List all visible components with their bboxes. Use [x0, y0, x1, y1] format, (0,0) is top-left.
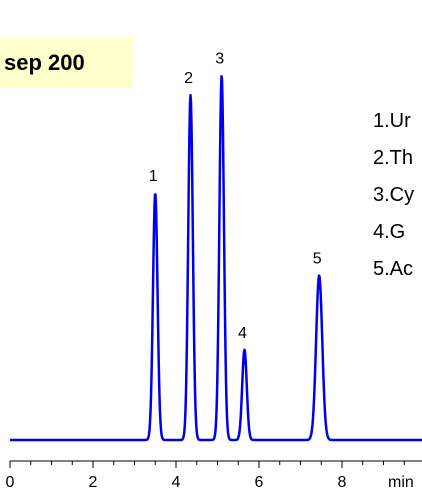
column-badge: sep 200 [0, 38, 134, 88]
legend-item-4: 4.G [373, 221, 406, 243]
peak-label-1: 1 [149, 168, 158, 185]
legend-item-5: 5.Ac [373, 258, 414, 280]
x-axis: 0 2 4 6 8 min [6, 460, 422, 491]
legend-item-1: 1.Ur [373, 110, 411, 132]
chromatogram-trace [9, 74, 422, 442]
x-tick-label: 4 [172, 474, 181, 491]
x-tick-label: 0 [6, 474, 15, 491]
legend-item-2: 2.Th [373, 147, 414, 169]
peak-label-2: 2 [184, 70, 193, 87]
x-axis-label: min [388, 474, 414, 491]
peak-labels: 1 2 3 4 5 [149, 50, 322, 341]
legend-item-3: 3.Cy [373, 184, 415, 206]
x-tick-label: 2 [89, 474, 98, 491]
peak-label-5: 5 [313, 250, 322, 267]
x-tick-label: 6 [255, 474, 264, 491]
peak-label-3: 3 [215, 50, 224, 67]
peak-label-4: 4 [238, 325, 247, 342]
x-tick-label: 8 [338, 474, 347, 491]
